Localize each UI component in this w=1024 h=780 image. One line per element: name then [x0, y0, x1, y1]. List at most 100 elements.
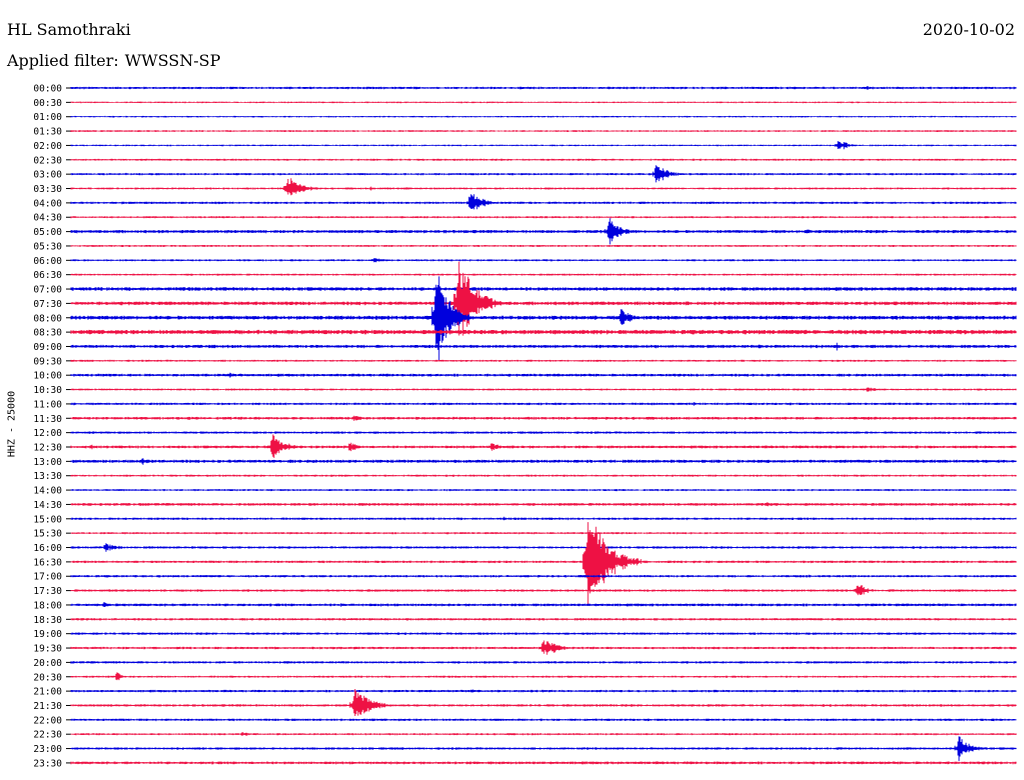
trace-row	[70, 415, 1017, 421]
trace-row	[70, 502, 1017, 507]
filter-label: Applied filter:	[7, 51, 119, 70]
trace-row	[70, 574, 1017, 578]
trace-row	[70, 115, 1017, 118]
trace-row	[70, 141, 1017, 150]
trace-row	[70, 516, 1017, 521]
row-time-label: 14:00	[33, 486, 62, 497]
trace-row	[70, 489, 1017, 492]
trace-row	[70, 276, 1017, 361]
trace-row	[70, 661, 1017, 664]
row-time-label: 08:30	[33, 328, 62, 339]
row-time-label: 07:00	[33, 285, 62, 296]
row-time-label: 13:30	[33, 471, 62, 482]
trace-row	[70, 130, 1017, 133]
row-time-label: 10:30	[33, 385, 62, 396]
row-time-label: 21:00	[33, 687, 62, 698]
row-time-label: 04:00	[33, 198, 62, 209]
trace-row	[70, 194, 1017, 210]
row-time-label: 05:30	[33, 241, 62, 252]
row-time-label: 20:00	[33, 658, 62, 669]
trace-row	[70, 532, 1017, 535]
row-time-label: 11:30	[33, 414, 62, 425]
row-time-label: 19:00	[33, 629, 62, 640]
trace-row	[70, 245, 1017, 247]
row-time-label: 17:30	[33, 586, 62, 597]
trace-row	[70, 458, 1017, 465]
trace-row	[70, 434, 1017, 458]
trace-row	[70, 632, 1017, 635]
trace-row	[70, 165, 1017, 183]
trace-row	[70, 474, 1017, 477]
trace-row	[70, 672, 1017, 681]
trace-row	[70, 761, 1017, 765]
trace-row	[70, 736, 1017, 761]
trace-row	[70, 431, 1017, 434]
filter-info: Applied filter: WWSSN-SP	[7, 51, 226, 70]
row-time-label: 09:30	[33, 356, 62, 367]
trace-row	[70, 218, 1017, 245]
trace-row	[70, 342, 1017, 351]
row-time-label: 09:00	[33, 342, 62, 353]
trace-row	[70, 602, 1017, 607]
row-time-label: 12:30	[33, 443, 62, 454]
row-time-label: 01:00	[33, 112, 62, 123]
row-time-label: 11:00	[33, 399, 62, 410]
row-time-label: 15:00	[33, 514, 62, 525]
row-time-label: 03:30	[33, 184, 62, 195]
row-time-label: 02:30	[33, 155, 62, 166]
trace-row	[70, 158, 1017, 161]
row-time-label: 20:30	[33, 672, 62, 683]
row-time-label: 00:00	[33, 84, 62, 95]
row-time-label: 12:00	[33, 428, 62, 439]
row-time-label: 16:00	[33, 543, 62, 554]
trace-row	[70, 618, 1017, 621]
row-time-label: 05:00	[33, 227, 62, 238]
row-time-label: 23:30	[33, 758, 62, 769]
row-time-label: 02:00	[33, 141, 62, 152]
trace-row	[70, 732, 1017, 736]
row-time-label: 18:00	[33, 600, 62, 611]
trace-row	[70, 216, 1017, 219]
trace-row	[70, 387, 1017, 392]
record-date: 2020-10-02	[922, 20, 1015, 39]
trace-row	[70, 287, 1017, 291]
trace-row	[70, 402, 1017, 406]
row-time-label: 01:30	[33, 127, 62, 138]
row-time-label: 16:30	[33, 557, 62, 568]
trace-row	[70, 543, 1017, 552]
trace-row	[70, 273, 1017, 276]
row-time-label: 14:30	[33, 500, 62, 511]
row-time-label: 06:00	[33, 256, 62, 267]
row-time-label: 00:30	[33, 98, 62, 109]
row-time-label: 19:30	[33, 644, 62, 655]
row-time-label: 15:30	[33, 529, 62, 540]
filter-value: WWSSN-SP	[124, 51, 221, 70]
trace-row	[70, 585, 1017, 596]
row-time-label: 03:00	[33, 170, 62, 181]
row-time-label: 10:00	[33, 371, 62, 382]
row-time-label: 21:30	[33, 701, 62, 712]
row-time-label: 22:00	[33, 715, 62, 726]
trace-row	[70, 178, 1017, 196]
trace-row	[70, 258, 1017, 263]
trace-row	[70, 359, 1017, 362]
row-time-label: 23:00	[33, 744, 62, 755]
row-time-label: 06:30	[33, 270, 62, 281]
trace-row	[70, 689, 1017, 693]
trace-row	[70, 101, 1017, 104]
row-time-label: 07:30	[33, 299, 62, 310]
trace-row	[70, 329, 1017, 335]
row-time-label: 08:00	[33, 313, 62, 324]
row-time-label: 13:00	[33, 457, 62, 468]
trace-row	[70, 689, 1017, 716]
row-time-label: 18:30	[33, 615, 62, 626]
row-time-label: 04:30	[33, 213, 62, 224]
trace-row	[70, 86, 1017, 90]
trace-row	[70, 261, 1017, 336]
row-time-label: 17:00	[33, 572, 62, 583]
trace-row	[70, 640, 1017, 655]
trace-row	[70, 522, 1017, 604]
trace-row	[70, 718, 1017, 722]
trace-row	[70, 372, 1017, 378]
